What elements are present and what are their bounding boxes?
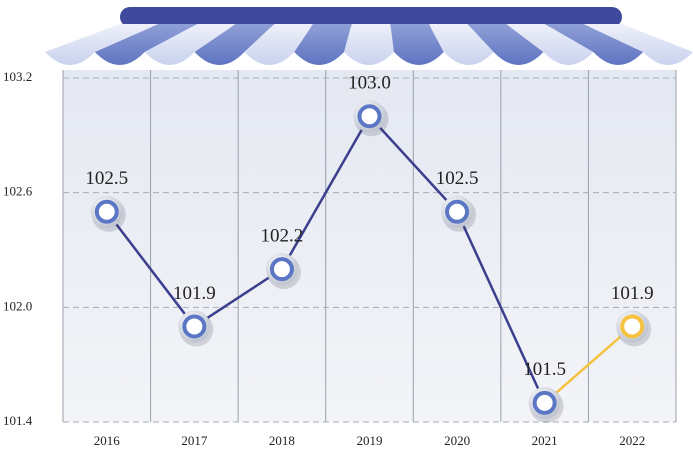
x-tick-label: 2018 — [269, 433, 295, 448]
value-label: 102.2 — [261, 225, 304, 246]
awning — [45, 7, 693, 65]
y-tick-label: 101.4 — [3, 413, 33, 428]
point-core — [445, 199, 470, 224]
awning-stripe — [244, 24, 314, 65]
awning-stripe — [194, 24, 275, 65]
data-point — [265, 253, 301, 290]
value-label: 101.5 — [523, 359, 566, 380]
line-segment — [543, 325, 634, 404]
x-tick-label: 2021 — [532, 433, 558, 448]
point-core — [532, 390, 557, 415]
data-point — [616, 310, 652, 347]
line-segment — [455, 211, 546, 404]
line-segment — [280, 115, 371, 270]
y-tick-label: 102.6 — [3, 184, 33, 199]
x-tick-label: 2020 — [444, 433, 470, 448]
awning-stripe — [467, 24, 544, 65]
awning-stripe — [294, 24, 352, 65]
y-tick-label: 102.0 — [3, 298, 32, 313]
awning-stripe — [344, 24, 394, 65]
x-tick-label: 2019 — [357, 433, 383, 448]
point-core — [269, 257, 294, 282]
awning-stripe — [144, 24, 236, 65]
point-core — [357, 104, 382, 129]
awning-stripe — [506, 24, 594, 65]
value-label: 101.9 — [611, 283, 654, 304]
y-tick-label: 103.2 — [3, 69, 32, 84]
data-point — [441, 195, 477, 232]
value-label: 102.5 — [436, 168, 479, 189]
awning-stripe — [390, 24, 444, 65]
awning-stripe — [45, 24, 159, 65]
awning-stripe — [544, 24, 644, 65]
awning-bar — [120, 7, 622, 27]
awning-stripe — [583, 24, 693, 65]
point-core — [620, 314, 645, 339]
awning-stripe — [428, 24, 494, 65]
value-label: 102.5 — [85, 168, 128, 189]
point-core — [94, 199, 119, 224]
data-point — [528, 386, 564, 423]
data-point — [90, 195, 126, 232]
value-label: 103.0 — [348, 73, 391, 94]
point-core — [182, 314, 207, 339]
x-tick-label: 2017 — [181, 433, 208, 448]
awning-stripe — [94, 24, 198, 65]
line-segment — [193, 268, 283, 328]
value-label: 101.9 — [173, 283, 216, 304]
line-segment — [368, 115, 458, 213]
line-segment — [105, 211, 196, 328]
x-tick-label: 2022 — [619, 433, 645, 448]
x-tick-label: 2016 — [94, 433, 121, 448]
data-point — [178, 310, 214, 347]
data-point — [353, 100, 389, 137]
